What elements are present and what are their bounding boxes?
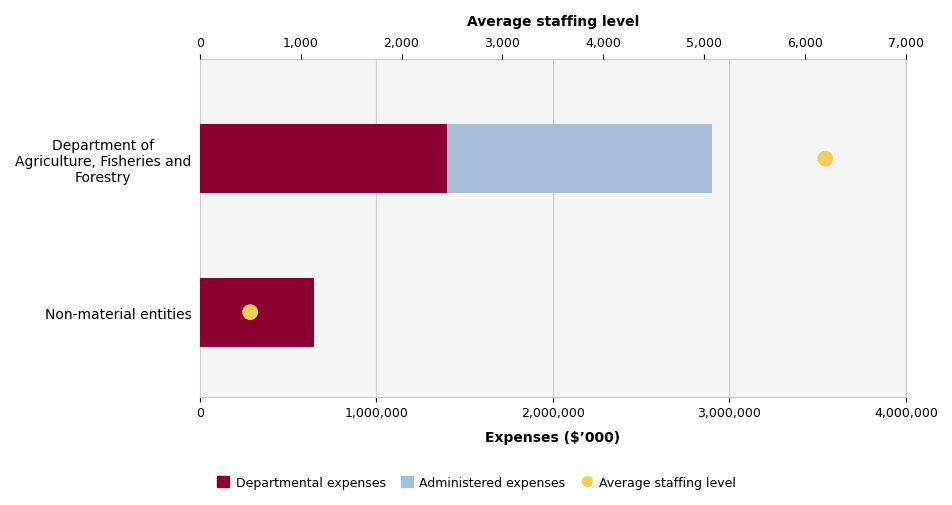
X-axis label: Expenses ($’000): Expenses ($’000) xyxy=(485,431,620,444)
X-axis label: Average staffing level: Average staffing level xyxy=(466,15,639,29)
Point xyxy=(242,309,257,317)
Bar xyxy=(446,125,711,194)
Bar xyxy=(200,125,446,194)
Legend: Departmental expenses, Administered expenses, Average staffing level: Departmental expenses, Administered expe… xyxy=(211,471,741,494)
Bar xyxy=(200,278,314,347)
Point xyxy=(817,155,832,163)
